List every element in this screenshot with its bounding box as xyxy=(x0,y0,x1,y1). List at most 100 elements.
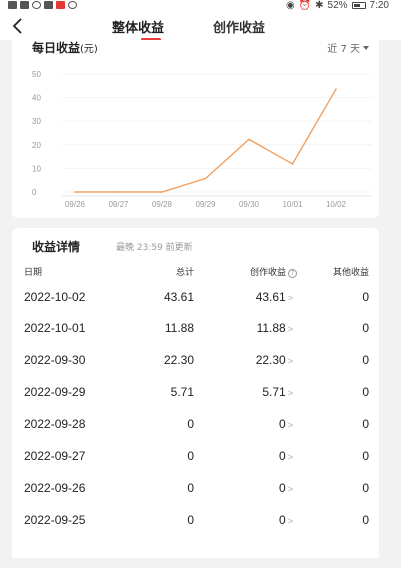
range-dropdown[interactable]: 近 7 天 xyxy=(327,40,369,55)
row-total: 43.61 xyxy=(163,290,194,304)
alarm-icon: ⏰ xyxy=(298,0,312,11)
row-date: 2022-10-01 xyxy=(24,321,86,335)
data-point[interactable] xyxy=(291,163,294,165)
y-tick-label: 0 xyxy=(32,188,37,197)
status-icons-left xyxy=(8,1,77,9)
status-bar: ◉ ⏰ ✱ 52% 7:20 xyxy=(0,0,401,14)
x-tick-label: 09/30 xyxy=(239,200,260,208)
table-row[interactable]: 2022-09-27 0 0 >0 xyxy=(12,441,379,473)
row-other: 0 xyxy=(362,481,369,495)
row-total: 0 xyxy=(187,481,194,495)
row-date: 2022-10-02 xyxy=(24,290,86,304)
bluetooth-icon: ✱ xyxy=(315,0,324,11)
row-creation[interactable]: 0 > xyxy=(279,513,293,527)
row-creation[interactable]: 5.71 > xyxy=(262,385,293,399)
row-other: 0 xyxy=(362,353,369,367)
signal-icon xyxy=(20,1,29,9)
clock: 7:20 xyxy=(369,0,389,11)
column-header-total: 总计 xyxy=(175,268,194,278)
row-other: 0 xyxy=(362,321,369,335)
wifi-icon xyxy=(32,1,41,9)
chevron-right-icon: > xyxy=(287,356,293,366)
tab-overall-income[interactable]: 整体收益 xyxy=(112,21,165,36)
data-point[interactable] xyxy=(161,191,163,193)
row-creation[interactable]: 43.61 > xyxy=(256,290,293,304)
chevron-right-icon: > xyxy=(287,420,293,430)
x-tick-label: 09/29 xyxy=(195,200,216,208)
battery-icon xyxy=(351,2,366,9)
row-date: 2022-09-26 xyxy=(24,481,86,495)
row-total: 0 xyxy=(187,449,194,463)
row-other: 0 xyxy=(362,513,369,527)
row-date: 2022-09-30 xyxy=(24,353,86,367)
row-creation[interactable]: 11.88 > xyxy=(257,321,293,335)
chart-title: 每日收益(元) xyxy=(32,40,98,56)
row-other: 0 xyxy=(362,385,369,399)
chevron-right-icon: > xyxy=(287,324,293,334)
range-label: 近 7 天 xyxy=(327,44,360,55)
data-point[interactable] xyxy=(74,191,76,193)
series-line xyxy=(75,88,337,193)
row-creation-value: 0 xyxy=(279,513,286,527)
notification-icon xyxy=(56,1,65,9)
table-row[interactable]: 2022-09-26 0 0 >0 xyxy=(12,473,379,505)
chat-icon xyxy=(44,1,53,9)
table-row[interactable]: 2022-09-30 22.30 22.30 >0 xyxy=(12,345,379,377)
top-header: 整体收益 创作收益 xyxy=(0,14,401,41)
data-point[interactable] xyxy=(335,88,337,90)
daily-income-card: 每日收益(元) 近 7 天 0 10 20 30 40 50 09/26 09/27 09/28… xyxy=(12,40,379,218)
row-creation[interactable]: 22.30 > xyxy=(256,353,293,367)
y-tick-label: 10 xyxy=(32,164,41,173)
table-row[interactable]: 2022-09-29 5.71 5.71 > 0 xyxy=(12,377,379,409)
column-header-creation: 创作收益? xyxy=(250,265,297,278)
row-total: 5.71 xyxy=(170,385,194,399)
active-tab-indicator xyxy=(141,38,161,41)
row-total: 22.30 xyxy=(163,353,194,367)
row-creation-value: 0 xyxy=(279,417,286,431)
column-header-creation-label: 创作收益 xyxy=(249,268,286,278)
row-creation-value: 22.30 xyxy=(255,353,286,367)
row-date: 2022-09-25 xyxy=(24,513,86,527)
data-point[interactable] xyxy=(117,191,120,193)
row-creation[interactable]: 0 > xyxy=(279,481,293,495)
row-creation-value: 11.88 xyxy=(256,321,286,335)
message-icon xyxy=(8,1,17,9)
x-tick-label: 09/26 xyxy=(65,200,86,208)
x-tick-label: 10/02 xyxy=(326,200,347,208)
eye-icon: ◉ xyxy=(285,0,295,11)
tab-creation-income[interactable]: 创作收益 xyxy=(213,21,266,36)
row-creation-value: 43.61 xyxy=(255,290,286,304)
sync-icon xyxy=(68,1,77,9)
row-creation[interactable]: 0 > xyxy=(279,417,293,431)
chevron-right-icon: > xyxy=(287,293,293,303)
row-date: 2022-09-28 xyxy=(24,417,86,431)
y-tick-label: 40 xyxy=(32,94,41,103)
row-other: 0 xyxy=(362,449,369,463)
row-date: 2022-09-29 xyxy=(24,385,86,399)
back-arrow-icon[interactable] xyxy=(9,15,29,37)
data-point[interactable] xyxy=(204,177,207,180)
data-point[interactable] xyxy=(248,138,250,141)
caret-down-icon xyxy=(363,45,369,50)
x-tick-label: 09/27 xyxy=(108,200,129,208)
row-other: 0 xyxy=(362,417,369,431)
table-row[interactable]: 2022-10-01 11.88 11.88 >0 xyxy=(12,313,379,345)
battery-percent: 52% xyxy=(327,0,348,11)
y-tick-label: 20 xyxy=(32,141,41,150)
y-tick-label: 30 xyxy=(32,117,41,126)
chevron-right-icon: > xyxy=(287,516,293,526)
help-icon[interactable]: ? xyxy=(288,269,297,278)
chevron-right-icon: > xyxy=(287,452,293,462)
chevron-right-icon: > xyxy=(287,484,293,494)
column-header-date: 日期 xyxy=(24,268,43,278)
row-total: 11.88 xyxy=(164,321,194,335)
row-creation[interactable]: 0 > xyxy=(279,449,293,463)
row-creation-value: 0 xyxy=(279,481,286,495)
details-update-note: 最晚 23:59 前更新 xyxy=(116,243,193,253)
row-creation-value: 0 xyxy=(279,449,286,463)
x-tick-label: 10/01 xyxy=(282,200,303,208)
table-row[interactable]: 2022-09-28 0 0 >0 xyxy=(12,409,379,441)
income-details-card: 收益详情 最晚 23:59 前更新 日期 总计 创作收益? 其他收益 2022-… xyxy=(12,228,379,558)
table-row[interactable]: 2022-10-02 43.61 43.61 >0 xyxy=(12,282,379,314)
table-row[interactable]: 2022-09-25 0 0 >0 xyxy=(12,505,379,537)
